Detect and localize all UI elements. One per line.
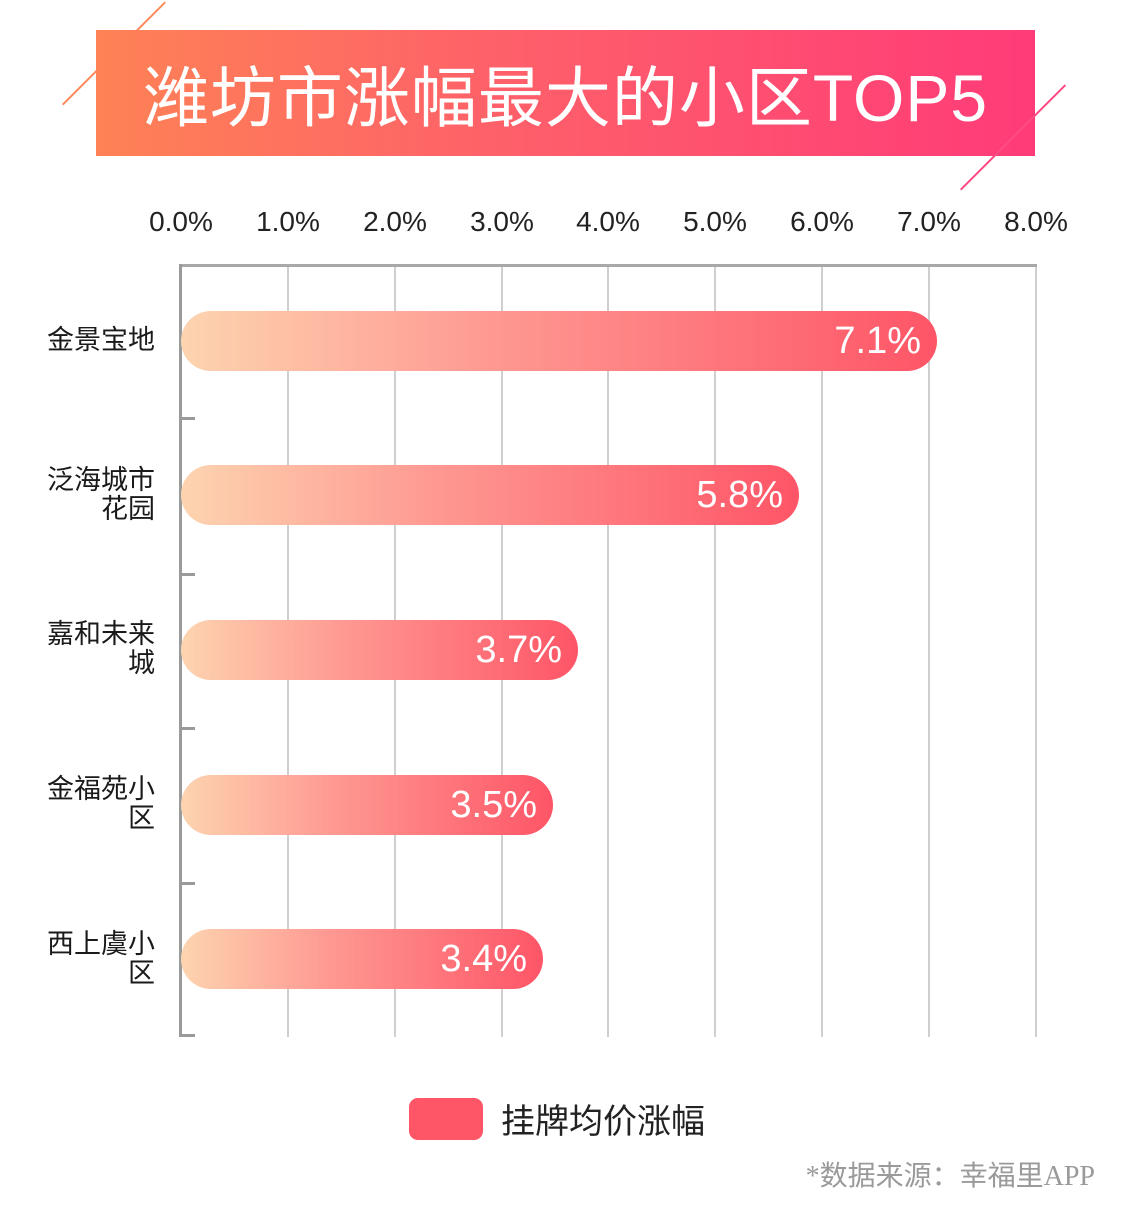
category-label: 金景宝地 xyxy=(47,325,155,355)
bar-jinjingbaodi: 7.1% xyxy=(181,311,937,371)
data-source-note: *数据来源：幸福里APP xyxy=(805,1161,1095,1192)
category-label: 西上虞小区 xyxy=(47,929,155,988)
x-tick-label: 0.0% xyxy=(149,206,213,237)
bar-value-label: 5.8% xyxy=(696,473,783,516)
category-label: 嘉和未来城 xyxy=(47,619,155,678)
gridline xyxy=(821,264,823,1037)
y-axis-line xyxy=(179,264,182,1037)
x-tick-label: 4.0% xyxy=(576,206,640,237)
title-banner: 潍坊市涨幅最大的小区TOP5 xyxy=(96,30,1035,156)
x-tick-label: 1.0% xyxy=(256,206,320,237)
x-tick-label: 7.0% xyxy=(897,206,961,237)
bar-fanhai-city-garden: 5.8% xyxy=(181,465,799,525)
y-tick xyxy=(181,417,195,420)
x-tick-label: 8.0% xyxy=(1004,206,1068,237)
y-tick xyxy=(181,882,195,885)
x-tick-label: 2.0% xyxy=(363,206,427,237)
bar-value-label: 3.5% xyxy=(450,783,537,826)
bar-value-label: 3.7% xyxy=(475,628,562,671)
bar-jiahe-future-city: 3.7% xyxy=(181,620,578,680)
x-tick-label: 3.0% xyxy=(470,206,534,237)
x-axis-line xyxy=(181,264,1037,267)
legend: 挂牌均价涨幅 xyxy=(409,1094,705,1143)
x-tick-label: 5.0% xyxy=(683,206,747,237)
x-tick-label: 6.0% xyxy=(790,206,854,237)
bar-xishangyu: 3.4% xyxy=(181,929,543,989)
gridline xyxy=(714,264,716,1037)
legend-swatch xyxy=(409,1097,483,1140)
y-tick xyxy=(181,1034,195,1037)
y-tick xyxy=(181,727,195,730)
category-label: 金福苑小区 xyxy=(47,774,155,833)
bar-value-label: 7.1% xyxy=(834,319,921,362)
legend-label: 挂牌均价涨幅 xyxy=(501,1103,705,1141)
gridline xyxy=(1035,264,1037,1037)
gridline xyxy=(607,264,609,1037)
gridline xyxy=(928,264,930,1037)
y-tick xyxy=(181,573,195,576)
chart-title: 潍坊市涨幅最大的小区TOP5 xyxy=(142,61,989,135)
bar-value-label: 3.4% xyxy=(440,937,527,980)
category-label: 泛海城市 花园 xyxy=(47,465,155,524)
bar-jinfuyuan: 3.5% xyxy=(181,775,553,835)
